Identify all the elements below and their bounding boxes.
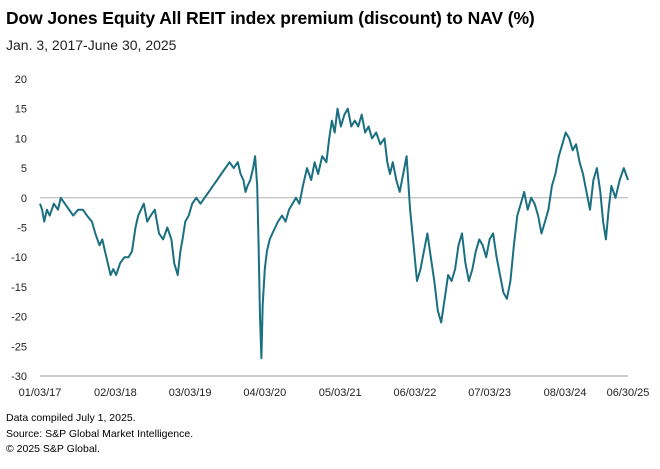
y-tick-label: 0: [21, 193, 27, 205]
y-tick-label: -30: [11, 371, 27, 383]
x-tick-label: 02/03/18: [94, 387, 137, 399]
y-tick-label: 5: [21, 163, 27, 175]
y-tick-label: 10: [15, 133, 27, 145]
x-tick-label: 06/30/25: [607, 387, 650, 399]
y-tick-label: 20: [15, 74, 27, 86]
x-tick-label: 04/03/20: [243, 387, 286, 399]
x-tick-label: 06/03/22: [394, 387, 437, 399]
chart-subtitle: Jan. 3, 2017-June 30, 2025: [6, 37, 177, 53]
y-tick-label: -5: [17, 223, 27, 235]
footnote-copyright: © 2025 S&P Global.: [6, 443, 100, 455]
footnote-source: Source: S&P Global Market Intelligence.: [6, 428, 194, 440]
x-tick-label: 01/03/17: [19, 387, 62, 399]
x-tick-label: 05/03/21: [319, 387, 362, 399]
y-tick-label: -25: [11, 341, 27, 353]
y-tick-label: -15: [11, 282, 27, 294]
chart-title: Dow Jones Equity All REIT index premium …: [6, 8, 535, 28]
x-tick-label: 03/03/19: [169, 387, 212, 399]
y-tick-label: 15: [15, 104, 27, 116]
y-tick-label: -10: [11, 252, 27, 264]
series-line: [39, 107, 629, 360]
y-tick-label: -20: [11, 312, 27, 324]
x-tick-label: 07/03/23: [468, 387, 511, 399]
footnote-compiled: Data compiled July 1, 2025.: [6, 412, 136, 424]
x-tick-label: 08/03/24: [544, 387, 587, 399]
